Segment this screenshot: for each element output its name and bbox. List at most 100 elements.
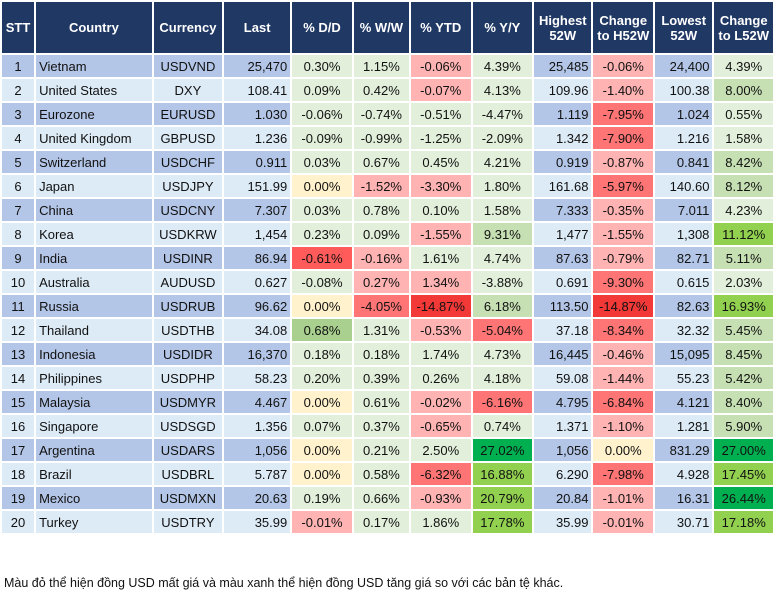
cell-pct-dd: 0.07% [290,413,354,439]
cell-change-to-h52w: -6.84% [591,389,656,415]
cell-change-to-h52w: -0.06% [591,53,656,79]
cell-stt: 5 [0,149,37,175]
cell-country: Brazil [34,461,154,487]
cell-last: 35.99 [222,509,293,535]
cell-pct-dd: 0.00% [290,173,354,199]
cell-lowest-52w: 55.23 [653,365,715,391]
cell-lowest-52w: 100.38 [653,77,715,103]
cell-pct-dd: -0.61% [290,245,354,271]
cell-stt: 18 [0,461,37,487]
cell-last: 1.356 [222,413,293,439]
column-header-last: Last [222,0,293,55]
table-row: 20 Turkey USDTRY 35.99 -0.01% 0.17% 1.86% 17.78… [0,509,775,535]
cell-currency: USDMYR [151,389,225,415]
cell-pct-yy: 16.88% [470,461,535,487]
table-row: 10 Australia AUDUSD 0.627 -0.08% 0.27% 1.34% -3… [0,269,775,295]
cell-pct-ww: 0.39% [351,365,411,391]
cell-pct-ww: -0.74% [351,101,411,127]
cell-lowest-52w: 30.71 [653,509,715,535]
cell-change-to-l52w: 8.40% [712,389,775,415]
table-row: 2 United States DXY 108.41 0.09% 0.42% -0.07% 4… [0,77,775,103]
cell-pct-yy: 20.79% [470,485,535,511]
cell-pct-dd: -0.09% [290,125,354,151]
cell-change-to-l52w: 4.39% [712,53,775,79]
cell-pct-ww: 0.27% [351,269,411,295]
cell-pct-ytd: -14.87% [408,293,473,319]
cell-currency: USDSGD [151,413,225,439]
cell-currency: AUDUSD [151,269,225,295]
table-row: 4 United Kingdom GBPUSD 1.236 -0.09% -0.99% -1… [0,125,775,151]
cell-last: 7.307 [222,197,293,223]
cell-country: Vietnam [34,53,154,79]
cell-country: China [34,197,154,223]
cell-country: India [34,245,154,271]
cell-lowest-52w: 15,095 [653,341,715,367]
cell-lowest-52w: 1.024 [653,101,715,127]
table-row: 18 Brazil USDBRL 5.787 0.00% 0.58% -6.32% 16.88… [0,461,775,487]
cell-change-to-l52w: 26.44% [712,485,775,511]
column-header-highest-52w: Highest 52W [532,0,594,55]
cell-pct-dd: 0.20% [290,365,354,391]
column-header-pct-yy: % Y/Y [470,0,535,55]
cell-pct-yy: 27.02% [470,437,535,463]
column-header-pct-dd: % D/D [290,0,354,55]
column-header-pct-ww: % W/W [351,0,411,55]
cell-change-to-l52w: 17.45% [712,461,775,487]
cell-lowest-52w: 82.63 [653,293,715,319]
cell-pct-dd: 0.00% [290,437,354,463]
cell-lowest-52w: 24,400 [653,53,715,79]
cell-change-to-h52w: -1.40% [591,77,656,103]
cell-change-to-l52w: 1.58% [712,125,775,151]
footnote: Màu đỏ thể hiện đồng USD mất giá và màu … [4,576,564,590]
cell-highest-52w: 109.96 [532,77,594,103]
cell-last: 86.94 [222,245,293,271]
cell-pct-ww: 1.15% [351,53,411,79]
cell-pct-dd: 0.00% [290,461,354,487]
cell-change-to-l52w: 8.00% [712,77,775,103]
cell-highest-52w: 59.08 [532,365,594,391]
table-row: 12 Thailand USDTHB 34.08 0.68% 1.31% -0.53% -5.… [0,317,775,343]
cell-country: Switzerland [34,149,154,175]
cell-pct-ytd: 1.74% [408,341,473,367]
cell-highest-52w: 113.50 [532,293,594,319]
cell-lowest-52w: 1,308 [653,221,715,247]
cell-stt: 16 [0,413,37,439]
cell-pct-dd: 0.19% [290,485,354,511]
cell-stt: 7 [0,197,37,223]
table-row: 19 Mexico USDMXN 20.63 0.19% 0.66% -0.93% 20.79… [0,485,775,511]
cell-change-to-h52w: -0.46% [591,341,656,367]
cell-highest-52w: 20.84 [532,485,594,511]
cell-stt: 14 [0,365,37,391]
cell-pct-yy: -4.47% [470,101,535,127]
table-row: 6 Japan USDJPY 151.99 0.00% -1.52% -3.30% 1.80%… [0,173,775,199]
cell-pct-yy: 0.74% [470,413,535,439]
cell-pct-ww: -4.05% [351,293,411,319]
cell-highest-52w: 87.63 [532,245,594,271]
cell-highest-52w: 1.342 [532,125,594,151]
cell-pct-ytd: -3.30% [408,173,473,199]
cell-pct-dd: 0.18% [290,341,354,367]
cell-change-to-h52w: -1.01% [591,485,656,511]
cell-highest-52w: 37.18 [532,317,594,343]
cell-currency: USDJPY [151,173,225,199]
cell-stt: 8 [0,221,37,247]
cell-lowest-52w: 0.841 [653,149,715,175]
cell-change-to-l52w: 0.55% [712,101,775,127]
column-header-currency: Currency [151,0,225,55]
cell-highest-52w: 1.371 [532,413,594,439]
cell-stt: 12 [0,317,37,343]
cell-pct-ytd: -6.32% [408,461,473,487]
cell-country: Mexico [34,485,154,511]
cell-lowest-52w: 82.71 [653,245,715,271]
cell-pct-ww: -0.16% [351,245,411,271]
table-row: 13 Indonesia USDIDR 16,370 0.18% 0.18% 1.74% 4.… [0,341,775,367]
table-row: 3 Eurozone EURUSD 1.030 -0.06% -0.74% -0.51% -4… [0,101,775,127]
cell-change-to-h52w: -7.90% [591,125,656,151]
cell-pct-ytd: 1.86% [408,509,473,535]
cell-last: 151.99 [222,173,293,199]
cell-change-to-l52w: 27.00% [712,437,775,463]
column-header-stt: STT [0,0,37,55]
cell-currency: USDIDR [151,341,225,367]
cell-pct-yy: 4.21% [470,149,535,175]
cell-change-to-l52w: 5.11% [712,245,775,271]
